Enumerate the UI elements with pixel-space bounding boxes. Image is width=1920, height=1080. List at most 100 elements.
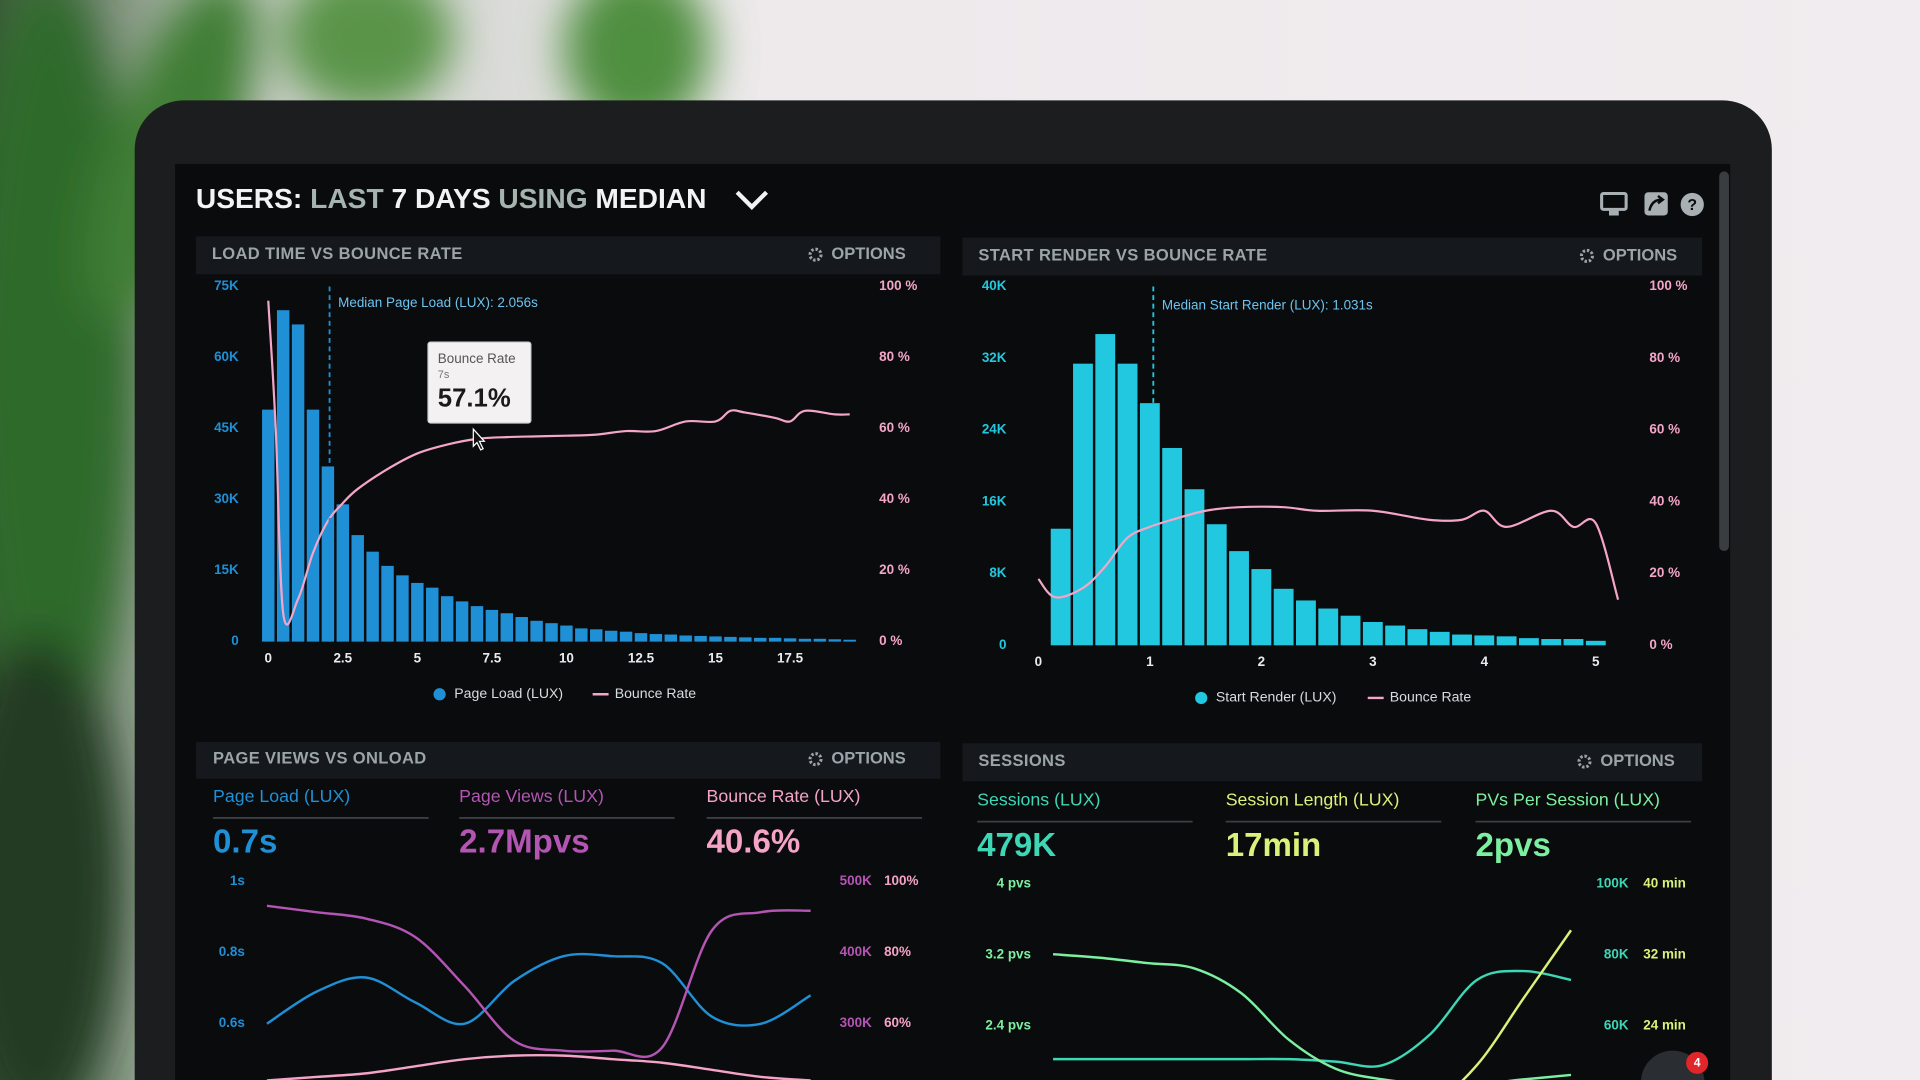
bar <box>709 636 722 642</box>
bar <box>649 634 663 642</box>
bar <box>470 606 484 642</box>
x-tick-label: 2.5 <box>333 650 352 665</box>
title-part: MEDIAN <box>595 183 706 214</box>
y2-tick-label: 400K <box>840 944 872 959</box>
line <box>1037 505 1620 601</box>
share-icon[interactable] <box>1644 192 1668 216</box>
stat-value: 2pvs <box>1476 827 1551 864</box>
mouse-cursor <box>472 427 486 451</box>
bar <box>1251 569 1272 646</box>
median-annotation: Median Page Load (LUX): 2.056s <box>338 295 538 310</box>
bar <box>664 634 678 642</box>
bar <box>291 324 305 642</box>
y-tick-label: 1s <box>230 873 245 888</box>
y-tick-label: 30K <box>214 491 239 506</box>
bar <box>321 466 335 642</box>
options-button[interactable]: OPTIONS <box>831 244 905 263</box>
legend-label: Start Render (LUX) <box>1216 689 1337 705</box>
x-tick-label: 0 <box>265 650 272 665</box>
title-part: LAST <box>310 183 384 214</box>
y2-tick-label: 60K <box>1604 1018 1629 1033</box>
bar <box>590 629 603 642</box>
y-tick-label: 3.2 pvs <box>985 947 1031 962</box>
bar <box>1452 634 1472 646</box>
x-tick-label: 4 <box>1481 654 1489 669</box>
dropdown-chevron[interactable] <box>735 190 769 210</box>
gear-icon[interactable] <box>1577 754 1592 769</box>
x-tick-label: 10 <box>559 650 574 665</box>
notification-badge[interactable] <box>1686 1051 1709 1074</box>
y3-tick-label: 100% <box>884 873 918 888</box>
y-tick-label: 4 pvs <box>997 876 1031 891</box>
y2-tick-label: 100K <box>1596 876 1628 891</box>
options-button[interactable]: OPTIONS <box>1603 245 1677 264</box>
y3-tick-label: 24 min <box>1643 1018 1686 1033</box>
stat-label: Page Views (LUX) <box>459 786 604 806</box>
line <box>266 1053 811 1080</box>
bar <box>1296 600 1316 646</box>
panel-title: START RENDER VS BOUNCE RATE <box>978 245 1267 264</box>
y-tick-label: 60K <box>214 349 239 364</box>
bar <box>440 596 454 642</box>
y-tick-label: 8K <box>989 565 1006 580</box>
tooltip-box <box>427 341 532 424</box>
bar <box>1117 363 1138 646</box>
gear-icon[interactable] <box>808 752 823 767</box>
x-tick-label: 2 <box>1258 654 1265 669</box>
y-tick-label: 24K <box>982 422 1007 437</box>
bar <box>1541 639 1562 646</box>
dashboard-title[interactable]: USERS: LAST 7 DAYS USING MEDIAN <box>196 183 707 214</box>
y2-tick-label: 80K <box>1604 947 1629 962</box>
y2-tick-label: 80 % <box>1649 350 1680 365</box>
bar <box>604 630 618 642</box>
bar <box>1563 639 1584 646</box>
y-tick-label: 0.8s <box>219 944 245 959</box>
bar <box>1184 489 1205 646</box>
x-tick-label: 7.5 <box>483 650 502 665</box>
bar <box>1073 363 1093 646</box>
y2-tick-label: 0 % <box>1649 637 1672 652</box>
stat-value: 17min <box>1226 827 1322 864</box>
bar <box>739 637 752 642</box>
bar <box>366 551 379 642</box>
y2-tick-label: 100 % <box>879 278 917 293</box>
help-icon[interactable]: ? <box>1680 192 1704 217</box>
scrollbar[interactable] <box>1719 171 1729 552</box>
panel-header <box>962 237 1703 276</box>
bar <box>1518 638 1539 646</box>
bar <box>1139 403 1160 646</box>
line <box>1461 929 1573 1080</box>
monitor-icon[interactable] <box>1600 191 1628 216</box>
plant <box>0 0 711 1080</box>
options-button[interactable]: OPTIONS <box>831 749 905 768</box>
gear-icon[interactable] <box>808 247 823 262</box>
bar <box>411 582 424 642</box>
bar <box>455 601 469 642</box>
legend-swatch <box>1195 691 1208 705</box>
bar <box>619 631 633 642</box>
svg-text:?: ? <box>1687 197 1697 214</box>
bar <box>828 639 842 642</box>
x-tick-label: 1 <box>1146 654 1154 669</box>
bar <box>1050 528 1071 646</box>
line <box>1053 969 1572 1068</box>
y-tick-label: 45K <box>214 420 239 435</box>
y2-tick-label: 500K <box>840 873 872 888</box>
y-tick-label: 40K <box>982 278 1007 293</box>
y2-tick-label: 40 % <box>879 491 910 506</box>
bar <box>381 565 394 642</box>
x-tick-label: 17.5 <box>777 650 804 665</box>
legend-label: Bounce Rate <box>1390 689 1472 705</box>
median-annotation: Median Start Render (LUX): 1.031s <box>1162 298 1373 313</box>
bar <box>1474 635 1495 646</box>
panel-header <box>195 742 941 779</box>
bar <box>754 637 767 642</box>
bar <box>1095 334 1116 646</box>
bar <box>575 628 588 642</box>
gear-icon[interactable] <box>1579 248 1594 263</box>
panel-title: PAGE VIEWS VS ONLOAD <box>213 749 427 768</box>
y3-tick-label: 60% <box>884 1015 911 1030</box>
options-button[interactable]: OPTIONS <box>1600 751 1674 770</box>
badge-count: 4 <box>1694 1056 1701 1070</box>
bar <box>813 638 827 642</box>
